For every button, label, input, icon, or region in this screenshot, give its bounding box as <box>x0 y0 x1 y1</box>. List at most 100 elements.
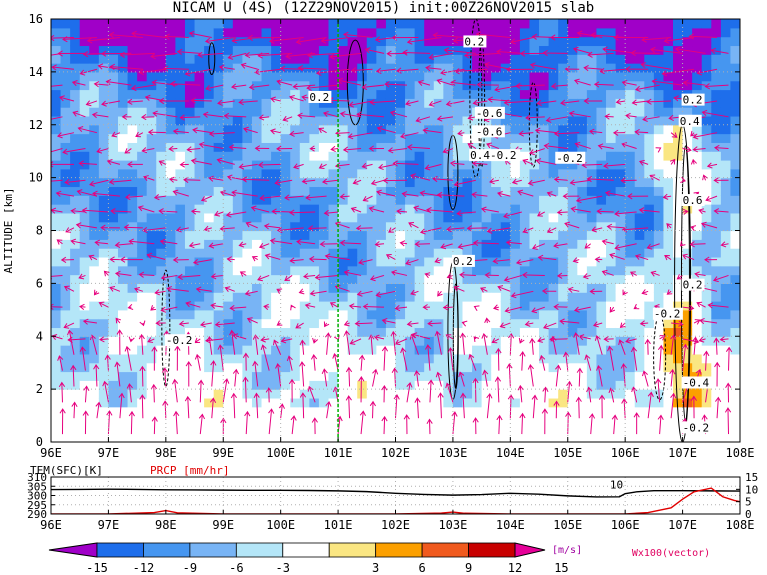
heatmap-cell <box>596 186 607 196</box>
heatmap-cell <box>385 195 397 205</box>
wind-vector <box>71 401 78 419</box>
heatmap-cell <box>625 160 636 170</box>
heatmap-cell <box>108 107 119 117</box>
heatmap-cell <box>539 204 550 214</box>
heatmap-cell <box>510 186 521 196</box>
heatmap-cell <box>204 248 215 258</box>
heatmap-cell <box>127 168 138 179</box>
heatmap-cell <box>271 168 282 179</box>
heatmap-cell <box>347 292 358 302</box>
heatmap-cell <box>462 327 473 337</box>
heatmap-cell <box>443 115 454 126</box>
heatmap-cell <box>615 45 626 55</box>
heatmap-cell <box>539 186 550 196</box>
heatmap-cell <box>510 54 521 64</box>
wind-vector <box>445 334 454 340</box>
wind-vector <box>484 61 511 70</box>
heatmap-cell <box>271 433 282 442</box>
heatmap-cell <box>299 424 310 434</box>
wind-vector <box>343 320 350 327</box>
x-tick-label: 105E <box>553 446 582 460</box>
heatmap-cell <box>577 204 588 214</box>
wind-vector <box>155 320 166 327</box>
contour-label: 0.6 <box>683 194 703 207</box>
heatmap-cell <box>634 71 645 82</box>
heatmap-cell <box>510 63 521 73</box>
heatmap-cell <box>223 195 234 205</box>
heatmap-cell <box>462 406 473 417</box>
heatmap-cell <box>625 371 636 381</box>
wind-vector <box>614 210 637 217</box>
heatmap-cell <box>251 36 263 47</box>
heatmap-cell <box>318 415 330 425</box>
heatmap-cell <box>271 54 282 64</box>
heatmap-cell <box>347 36 358 47</box>
heatmap-cell <box>414 353 425 364</box>
heatmap-cell <box>596 168 607 179</box>
heatmap-cell <box>108 19 119 29</box>
heatmap-cell <box>223 406 234 417</box>
heatmap-cell <box>548 168 559 179</box>
heatmap-cell <box>682 309 693 320</box>
heatmap-cell <box>606 27 617 38</box>
heatmap-cell <box>357 195 368 205</box>
heatmap-cell <box>194 212 205 223</box>
heatmap-cell <box>242 212 253 223</box>
heatmap-cell <box>261 63 272 73</box>
heatmap-cell <box>108 124 119 135</box>
heatmap-cell <box>424 115 435 126</box>
heatmap-cell <box>51 336 62 346</box>
contour-label-box <box>652 307 683 320</box>
wind-vector <box>102 380 109 403</box>
wind-vector <box>457 243 476 250</box>
heatmap-cell <box>251 353 263 364</box>
heatmap-cell <box>232 168 243 179</box>
wind-vector <box>713 144 729 152</box>
heatmap-cell <box>663 221 674 232</box>
heatmap-cell <box>596 212 607 223</box>
heatmap-cell <box>338 45 349 55</box>
heatmap-cell <box>204 177 215 188</box>
heatmap-cell <box>165 204 177 214</box>
wind-vector <box>381 415 388 435</box>
heatmap-cell <box>424 283 435 293</box>
heatmap-cell <box>338 292 349 302</box>
heatmap-cell <box>299 107 310 117</box>
heatmap-cell <box>529 168 540 179</box>
heatmap-cell <box>338 433 349 442</box>
heatmap-cell <box>338 195 349 205</box>
contour-label-box <box>681 421 712 434</box>
heatmap-cell <box>491 54 502 64</box>
wind-vector <box>293 163 304 170</box>
heatmap-cell <box>98 168 110 179</box>
heatmap-cell <box>586 309 598 320</box>
heatmap-cell <box>299 336 310 346</box>
heatmap-cell <box>510 353 521 364</box>
heatmap-cell <box>251 371 263 381</box>
heatmap-cell <box>347 327 358 337</box>
heatmap-cell <box>548 107 559 117</box>
heatmap-cell <box>586 54 598 64</box>
heatmap-cell <box>108 54 119 64</box>
wind-vector <box>522 158 534 165</box>
wind-vector <box>361 83 385 91</box>
heatmap-cell <box>615 27 626 38</box>
wind-vector <box>550 82 568 90</box>
heatmap-cell <box>290 424 301 434</box>
heatmap-cell <box>692 63 703 73</box>
heatmap-cell <box>653 230 665 240</box>
heatmap-cell <box>290 397 301 408</box>
wind-vector <box>323 209 339 217</box>
wind-vector <box>692 146 706 153</box>
heatmap-cell <box>271 221 282 232</box>
heatmap-cell <box>720 115 732 126</box>
wind-vector <box>95 401 102 419</box>
wind-vector <box>396 208 408 215</box>
heatmap-cell <box>261 71 272 82</box>
heatmap-cell <box>433 212 444 223</box>
heatmap-cell <box>127 380 138 390</box>
heatmap-cell <box>405 63 416 73</box>
wind-vector <box>620 363 627 387</box>
heatmap-cell <box>663 168 674 179</box>
heatmap-cell <box>596 63 607 73</box>
